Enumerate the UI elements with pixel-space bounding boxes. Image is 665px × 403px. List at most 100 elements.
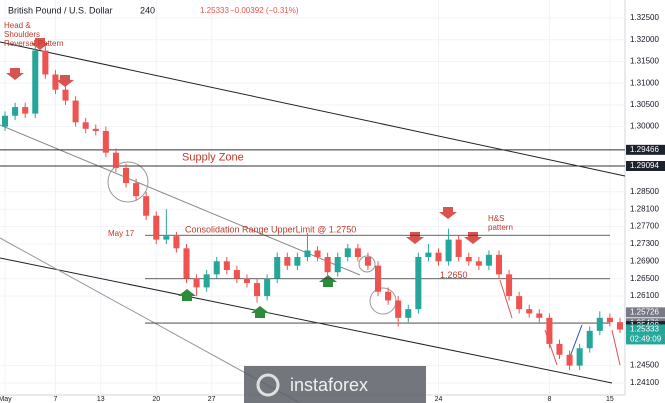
candle-body bbox=[233, 270, 240, 279]
y-tick-label: 1.26500 bbox=[630, 274, 659, 283]
candle-body bbox=[455, 239, 462, 257]
x-tick-label: 24 bbox=[435, 396, 443, 403]
candle-body bbox=[536, 313, 543, 318]
date-label: May 17 bbox=[108, 229, 135, 238]
symbol: British Pound / U.S. Dollar bbox=[8, 5, 113, 15]
down-arrow bbox=[31, 38, 49, 50]
candle-body bbox=[12, 107, 19, 116]
candle-body bbox=[596, 317, 603, 331]
price-label-bg bbox=[626, 160, 665, 171]
y-tick-label: 1.32000 bbox=[630, 35, 659, 44]
candle-body bbox=[334, 256, 341, 273]
circles bbox=[107, 161, 397, 315]
candle-body bbox=[385, 291, 392, 301]
y-tick-label: 1.32500 bbox=[630, 13, 659, 22]
price-label-bg bbox=[626, 144, 665, 155]
price-label: 1.25726 bbox=[630, 307, 659, 316]
candle-body bbox=[102, 130, 109, 153]
candle-body bbox=[122, 167, 130, 184]
candle-body bbox=[475, 261, 482, 266]
candle-body bbox=[586, 330, 593, 349]
candle-body bbox=[485, 254, 492, 266]
candle-body bbox=[112, 152, 119, 168]
candle-body bbox=[566, 354, 573, 366]
y-tick-label: 1.30000 bbox=[630, 122, 659, 131]
level-label: 1.2650 bbox=[440, 270, 468, 280]
price-label-bg bbox=[626, 324, 665, 335]
x-tick-label: 20 bbox=[152, 396, 160, 403]
candle-body bbox=[324, 256, 331, 273]
highlight-circle bbox=[107, 161, 149, 203]
up-arrow bbox=[319, 275, 337, 287]
level-label: Consolidation Range UpperLimit @ 1.2750 bbox=[185, 225, 356, 235]
down-arrow bbox=[56, 75, 74, 87]
candle-body bbox=[314, 250, 321, 257]
projection-arrow bbox=[499, 279, 513, 319]
highlight-circle bbox=[369, 287, 397, 315]
hs-label: H&S pattern bbox=[488, 214, 513, 232]
candle-body bbox=[264, 278, 271, 297]
y-tick-label: 1.24100 bbox=[630, 378, 659, 387]
candle-body bbox=[395, 300, 402, 318]
candle-body bbox=[354, 248, 361, 257]
candle-body bbox=[213, 261, 220, 275]
candle-body bbox=[526, 309, 533, 314]
candle-body bbox=[2, 115, 9, 127]
trendline bbox=[0, 257, 613, 384]
price-label: 1.29094 bbox=[630, 161, 659, 170]
trendlines bbox=[0, 41, 626, 403]
arrows bbox=[6, 38, 621, 366]
y-tick-label: 1.27300 bbox=[630, 239, 659, 248]
candle-body bbox=[193, 278, 200, 288]
countdown-bg bbox=[626, 334, 665, 345]
highlight-circle bbox=[358, 255, 376, 273]
x-tick-label: 7 bbox=[53, 396, 57, 403]
candle-body bbox=[606, 317, 613, 323]
projection-arrow bbox=[611, 329, 621, 366]
candle-body bbox=[344, 248, 351, 257]
watermark-logo bbox=[256, 373, 280, 397]
watermark-bg bbox=[244, 366, 426, 403]
y-tick-label: 1.31500 bbox=[630, 57, 659, 66]
level-label: Supply Zone bbox=[182, 152, 244, 164]
pattern-label: Head & Shoulders Reversal Pattern bbox=[4, 21, 64, 48]
candle-body bbox=[32, 50, 39, 114]
candle-body bbox=[415, 256, 422, 310]
last-price: 1.25333 bbox=[200, 6, 229, 15]
candle-body bbox=[304, 250, 311, 257]
x-tick-label: 27 bbox=[208, 396, 216, 403]
price-label: 1.25333 bbox=[630, 325, 659, 334]
candle-body bbox=[465, 256, 472, 262]
candle-body bbox=[22, 107, 29, 114]
candle-body bbox=[375, 265, 382, 292]
y-tick-label: 1.26100 bbox=[630, 291, 659, 300]
y-tick-label: 1.30500 bbox=[630, 100, 659, 109]
candle-body bbox=[274, 256, 281, 279]
price-change: −0.00392 (−0.31%) bbox=[230, 6, 299, 15]
candle-body bbox=[203, 274, 210, 288]
candle-body bbox=[133, 183, 140, 197]
countdown: 02:49:09 bbox=[630, 335, 662, 344]
candle-body bbox=[92, 128, 99, 131]
candle-body bbox=[616, 322, 623, 330]
watermark: instaforex bbox=[244, 366, 426, 403]
candle-body bbox=[364, 256, 371, 266]
y-tick-label: 1.31000 bbox=[630, 78, 659, 87]
down-arrow bbox=[464, 232, 482, 244]
candle-body bbox=[243, 278, 250, 284]
x-tick-label: 13 bbox=[97, 396, 105, 403]
candle-body bbox=[546, 317, 553, 344]
y-tick-label: 1.28100 bbox=[630, 204, 659, 213]
candle-body bbox=[82, 122, 89, 129]
price-label: 1.29466 bbox=[630, 145, 659, 154]
y-tick-label: 1.26900 bbox=[630, 256, 659, 265]
watermark-text: instaforex bbox=[290, 375, 368, 395]
x-tick-label: 8 bbox=[547, 396, 551, 403]
candle-body bbox=[516, 296, 523, 310]
y-tick-label: 1.27700 bbox=[630, 222, 659, 231]
candle-body bbox=[445, 239, 452, 262]
down-arrow bbox=[439, 207, 457, 219]
y-tick-label: 1.24500 bbox=[630, 361, 659, 370]
